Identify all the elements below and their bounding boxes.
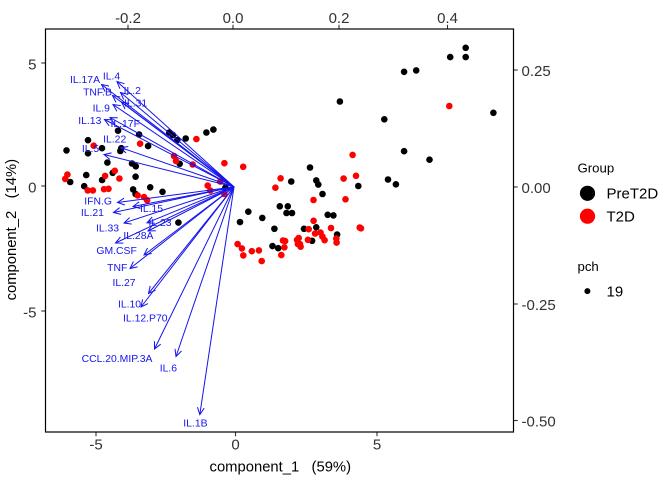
svg-text:IL.9: IL.9 (93, 103, 111, 114)
svg-text:component_1 (59%): component_1 (59%) (210, 460, 352, 476)
svg-text:IL.21: IL.21 (81, 208, 104, 219)
svg-text:PreT2D: PreT2D (607, 186, 659, 203)
svg-text:19: 19 (607, 283, 624, 300)
svg-text:IL.12.P70: IL.12.P70 (123, 314, 168, 325)
svg-text:0.4: 0.4 (437, 10, 458, 27)
svg-text:IL.27: IL.27 (112, 278, 135, 289)
svg-text:5: 5 (373, 437, 381, 454)
svg-text:0.25: 0.25 (522, 63, 551, 80)
svg-text:IL.5: IL.5 (82, 144, 100, 155)
svg-text:-0.2: -0.2 (115, 10, 141, 27)
svg-text:component_2 (14%): component_2 (14%) (4, 159, 20, 301)
svg-text:0.0: 0.0 (223, 10, 244, 27)
svg-text:CCL.20.MIP.3A: CCL.20.MIP.3A (82, 354, 153, 365)
svg-text:IFN.G: IFN.G (84, 197, 112, 208)
svg-text:5: 5 (28, 56, 36, 73)
svg-text:IL.2: IL.2 (124, 86, 142, 97)
svg-text:IL.1B: IL.1B (183, 419, 207, 430)
svg-text:-5: -5 (89, 437, 102, 454)
svg-text:0.00: 0.00 (522, 180, 551, 197)
svg-text:IL.33: IL.33 (96, 224, 119, 235)
svg-text:0: 0 (231, 437, 239, 454)
svg-text:0: 0 (28, 179, 36, 196)
svg-text:IL.13: IL.13 (78, 116, 101, 127)
svg-text:-0.25: -0.25 (522, 297, 556, 314)
svg-text:IL.6: IL.6 (160, 364, 178, 375)
svg-text:-5: -5 (23, 304, 36, 321)
svg-text:IL.23: IL.23 (148, 218, 171, 229)
svg-text:IL.22: IL.22 (103, 134, 126, 145)
svg-text:IL.4: IL.4 (103, 72, 121, 83)
svg-text:IL.28A: IL.28A (123, 231, 153, 242)
svg-text:T2D: T2D (607, 209, 636, 226)
svg-text:pch: pch (578, 259, 599, 274)
svg-text:GM.CSF: GM.CSF (96, 246, 136, 257)
svg-text:0.2: 0.2 (329, 10, 350, 27)
svg-text:IL.17F: IL.17F (110, 119, 139, 130)
svg-text:IL.31: IL.31 (124, 99, 147, 110)
svg-text:Group: Group (578, 161, 615, 176)
svg-text:IL.17A: IL.17A (70, 75, 100, 86)
svg-text:IL.15: IL.15 (140, 204, 163, 215)
svg-text:IL.10: IL.10 (118, 299, 141, 310)
svg-text:-0.50: -0.50 (522, 414, 556, 431)
svg-text:TNF: TNF (107, 263, 127, 274)
svg-text:TNF.B: TNF.B (83, 88, 112, 99)
